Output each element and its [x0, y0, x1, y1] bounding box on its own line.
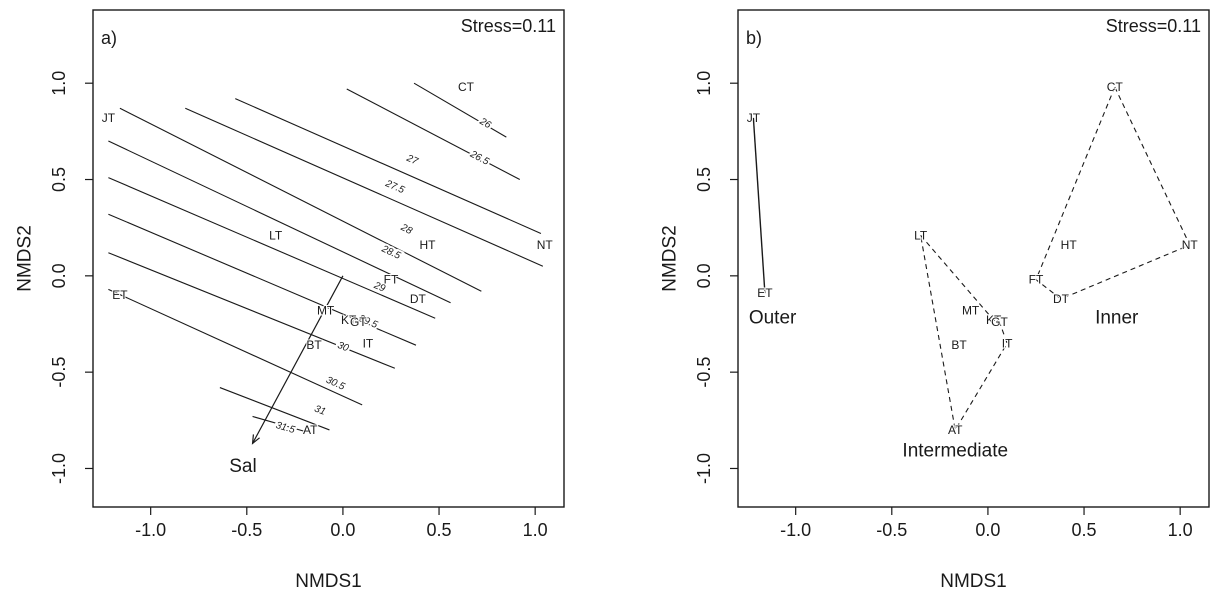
site-point: AT	[948, 423, 963, 437]
salinity-contour	[346, 88, 521, 181]
y-tick-label: -0.5	[694, 357, 714, 388]
site-point: KT	[986, 313, 1002, 327]
x-axis-label: NMDS1	[940, 571, 1007, 592]
x-tick-label: 0.0	[330, 520, 355, 540]
contour-label: 30.5	[324, 375, 347, 393]
y-tick-label: -1.0	[49, 453, 69, 484]
x-tick-label: 1.0	[1168, 520, 1193, 540]
site-point: JT	[102, 111, 116, 125]
group-outline	[752, 117, 766, 294]
plot-frame	[92, 9, 565, 508]
site-point: FT	[384, 273, 399, 287]
y-tick-label: 0.0	[49, 263, 69, 288]
salinity-contour	[108, 252, 396, 369]
site-point: CT	[1107, 80, 1124, 94]
site-point: MT	[317, 304, 335, 318]
site-point: HT	[1061, 238, 1078, 252]
salinity-contour	[185, 107, 544, 267]
site-point: JT	[747, 111, 761, 125]
contour-label: 31	[313, 404, 327, 418]
site-point: DT	[1053, 292, 1070, 306]
salinity-contour	[219, 387, 330, 431]
salinity-vector-arrowhead	[251, 434, 260, 445]
salinity-contour	[235, 98, 542, 234]
x-tick-label: 0.5	[1072, 520, 1097, 540]
site-point: GT	[991, 315, 1008, 329]
site-point: BT	[306, 338, 322, 352]
salinity-contour	[119, 107, 482, 292]
salinity-contour	[413, 82, 507, 138]
site-point: AT	[303, 423, 318, 437]
y-tick-label: -1.0	[694, 453, 714, 484]
site-point: HT	[420, 238, 437, 252]
salinity-contour	[108, 213, 417, 346]
group-label: Outer	[749, 308, 797, 329]
x-tick-label: 0.0	[975, 520, 1000, 540]
site-point: IT	[363, 336, 374, 350]
site-point: DT	[410, 292, 427, 306]
salinity-vector	[252, 275, 344, 444]
plot-frame	[737, 9, 1210, 508]
contour-label: 26.5	[467, 148, 491, 167]
site-point: ET	[757, 286, 773, 300]
x-tick-label: -0.5	[876, 520, 907, 540]
site-point: LT	[269, 228, 283, 242]
x-tick-label: -1.0	[135, 520, 166, 540]
group-outline	[919, 233, 1008, 432]
y-axis-label: NMDS2	[660, 225, 681, 292]
site-point: MT	[962, 304, 980, 318]
x-tick-label: -0.5	[231, 520, 262, 540]
vector-label: Sal	[229, 456, 256, 477]
y-tick-label: 0.0	[694, 263, 714, 288]
panel-b: -1.0 -0.5 0.0 0.5 1.0 -1.0 -0.5 0.0 0.5 1.0 NMDS1 N…	[660, 9, 1210, 592]
group-label: Intermediate	[902, 441, 1008, 462]
stress-annotation: Stress=0.11	[461, 16, 556, 36]
contour-label: 31.5	[274, 420, 296, 436]
salinity-contour	[108, 288, 363, 406]
contour-label: 28.5	[379, 243, 403, 262]
site-point: ET	[112, 288, 128, 302]
x-tick-label: 1.0	[523, 520, 548, 540]
site-point: NT	[537, 238, 554, 252]
contour-label: 26	[477, 116, 493, 132]
site-point: BT	[951, 338, 967, 352]
x-tick-label: -1.0	[780, 520, 811, 540]
site-point: LT	[914, 228, 928, 242]
salinity-contour	[108, 140, 451, 304]
y-tick-label: 0.5	[49, 167, 69, 192]
y-tick-label: 1.0	[49, 71, 69, 96]
group-label: Inner	[1095, 308, 1139, 329]
panel-label: a)	[101, 28, 117, 48]
site-point: IT	[1002, 336, 1013, 350]
stress-annotation: Stress=0.11	[1106, 16, 1201, 36]
y-tick-label: -0.5	[49, 357, 69, 388]
y-axis-label: NMDS2	[15, 225, 36, 292]
panel-a: -1.0 -0.5 0.0 0.5 1.0 -1.0 -0.5 0.0 0.5 1.0 NMDS1 N…	[15, 9, 565, 592]
contour-label: 30	[336, 340, 351, 355]
site-point: NT	[1182, 238, 1199, 252]
x-axis-label: NMDS1	[295, 571, 362, 592]
site-point: KT	[341, 313, 357, 327]
y-tick-label: 0.5	[694, 167, 714, 192]
site-point: GT	[350, 315, 367, 329]
site-point: CT	[458, 80, 475, 94]
salinity-contour	[108, 177, 436, 319]
y-tick-label: 1.0	[694, 71, 714, 96]
contour-label: 27.5	[383, 178, 407, 196]
contour-label: 27	[404, 153, 420, 168]
panel-label: b)	[746, 28, 762, 48]
x-tick-label: 0.5	[427, 520, 452, 540]
salinity-contour	[252, 415, 307, 433]
site-point: FT	[1029, 273, 1044, 287]
contour-label: 28	[398, 222, 414, 237]
group-outline	[1035, 85, 1191, 300]
